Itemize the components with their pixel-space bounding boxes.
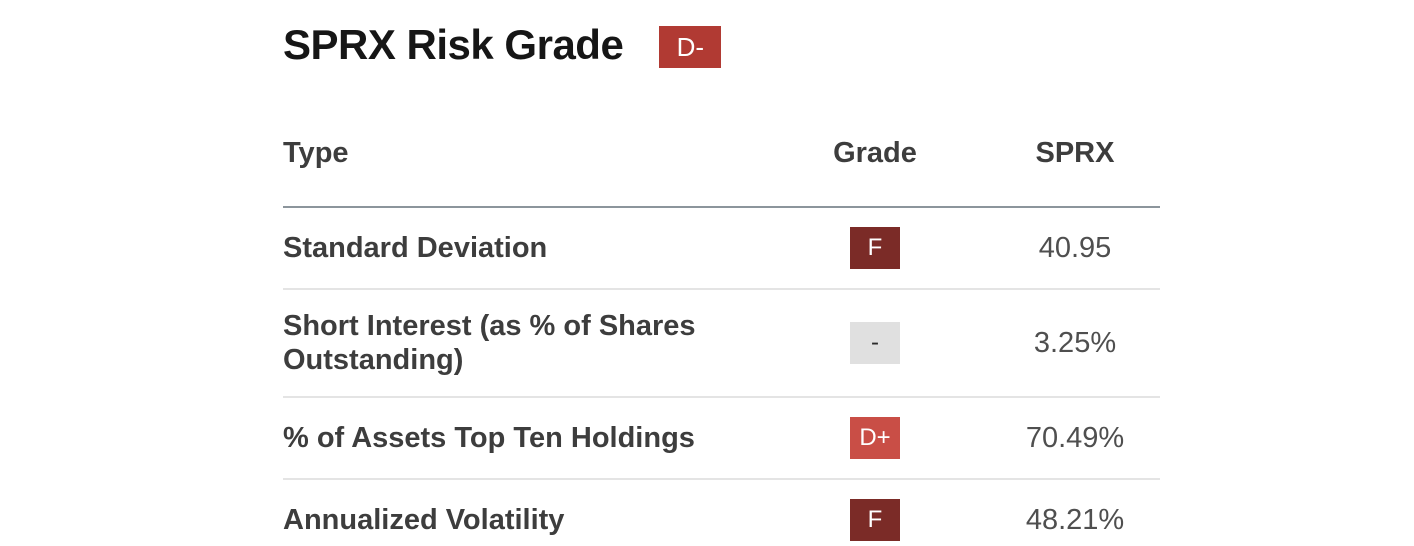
table-row: % of Assets Top Ten Holdings D+ 70.49%	[283, 397, 1160, 480]
row-value: 40.95	[990, 207, 1160, 290]
column-header-sprx: SPRX	[990, 136, 1160, 208]
risk-table-body: Standard Deviation F 40.95 Short Interes…	[283, 207, 1160, 546]
row-grade-cell: -	[760, 289, 990, 398]
row-type: Annualized Volatility	[283, 504, 565, 536]
grade-badge: F	[850, 227, 900, 269]
row-grade-cell: D+	[760, 397, 990, 480]
row-grade-cell: F	[760, 207, 990, 290]
title-row: SPRX Risk Grade D-	[283, 20, 1160, 70]
risk-grade-content: SPRX Risk Grade D- Type Grade SPRX Stand…	[283, 20, 1160, 546]
row-type: Standard Deviation	[283, 207, 760, 290]
row-value: 70.49%	[990, 397, 1160, 480]
table-row: Standard Deviation F 40.95	[283, 207, 1160, 290]
grade-badge: -	[850, 322, 900, 364]
risk-table-header: Type Grade SPRX	[283, 136, 1160, 208]
row-grade-cell: F	[760, 479, 990, 546]
header-row: Type Grade SPRX	[283, 136, 1160, 208]
row-type: % of Assets Top Ten Holdings	[283, 397, 760, 480]
table-row: Annualized Volatility F 48.21%	[283, 479, 1160, 546]
row-type: Short Interest (as % of Shares Outstandi…	[283, 289, 760, 398]
risk-grades-table: Type Grade SPRX Standard Deviation F 40.…	[283, 136, 1160, 546]
page-title: SPRX Risk Grade	[283, 21, 624, 68]
grade-badge: D+	[850, 417, 900, 459]
title-grade-badge: D-	[659, 26, 722, 68]
row-value: 3.25%	[990, 289, 1160, 398]
grade-badge: F	[850, 499, 900, 541]
table-row: Short Interest (as % of Shares Outstandi…	[283, 289, 1160, 398]
column-header-grade: Grade	[760, 136, 990, 208]
column-header-type: Type	[283, 136, 760, 208]
row-value: 48.21%	[1025, 504, 1125, 536]
